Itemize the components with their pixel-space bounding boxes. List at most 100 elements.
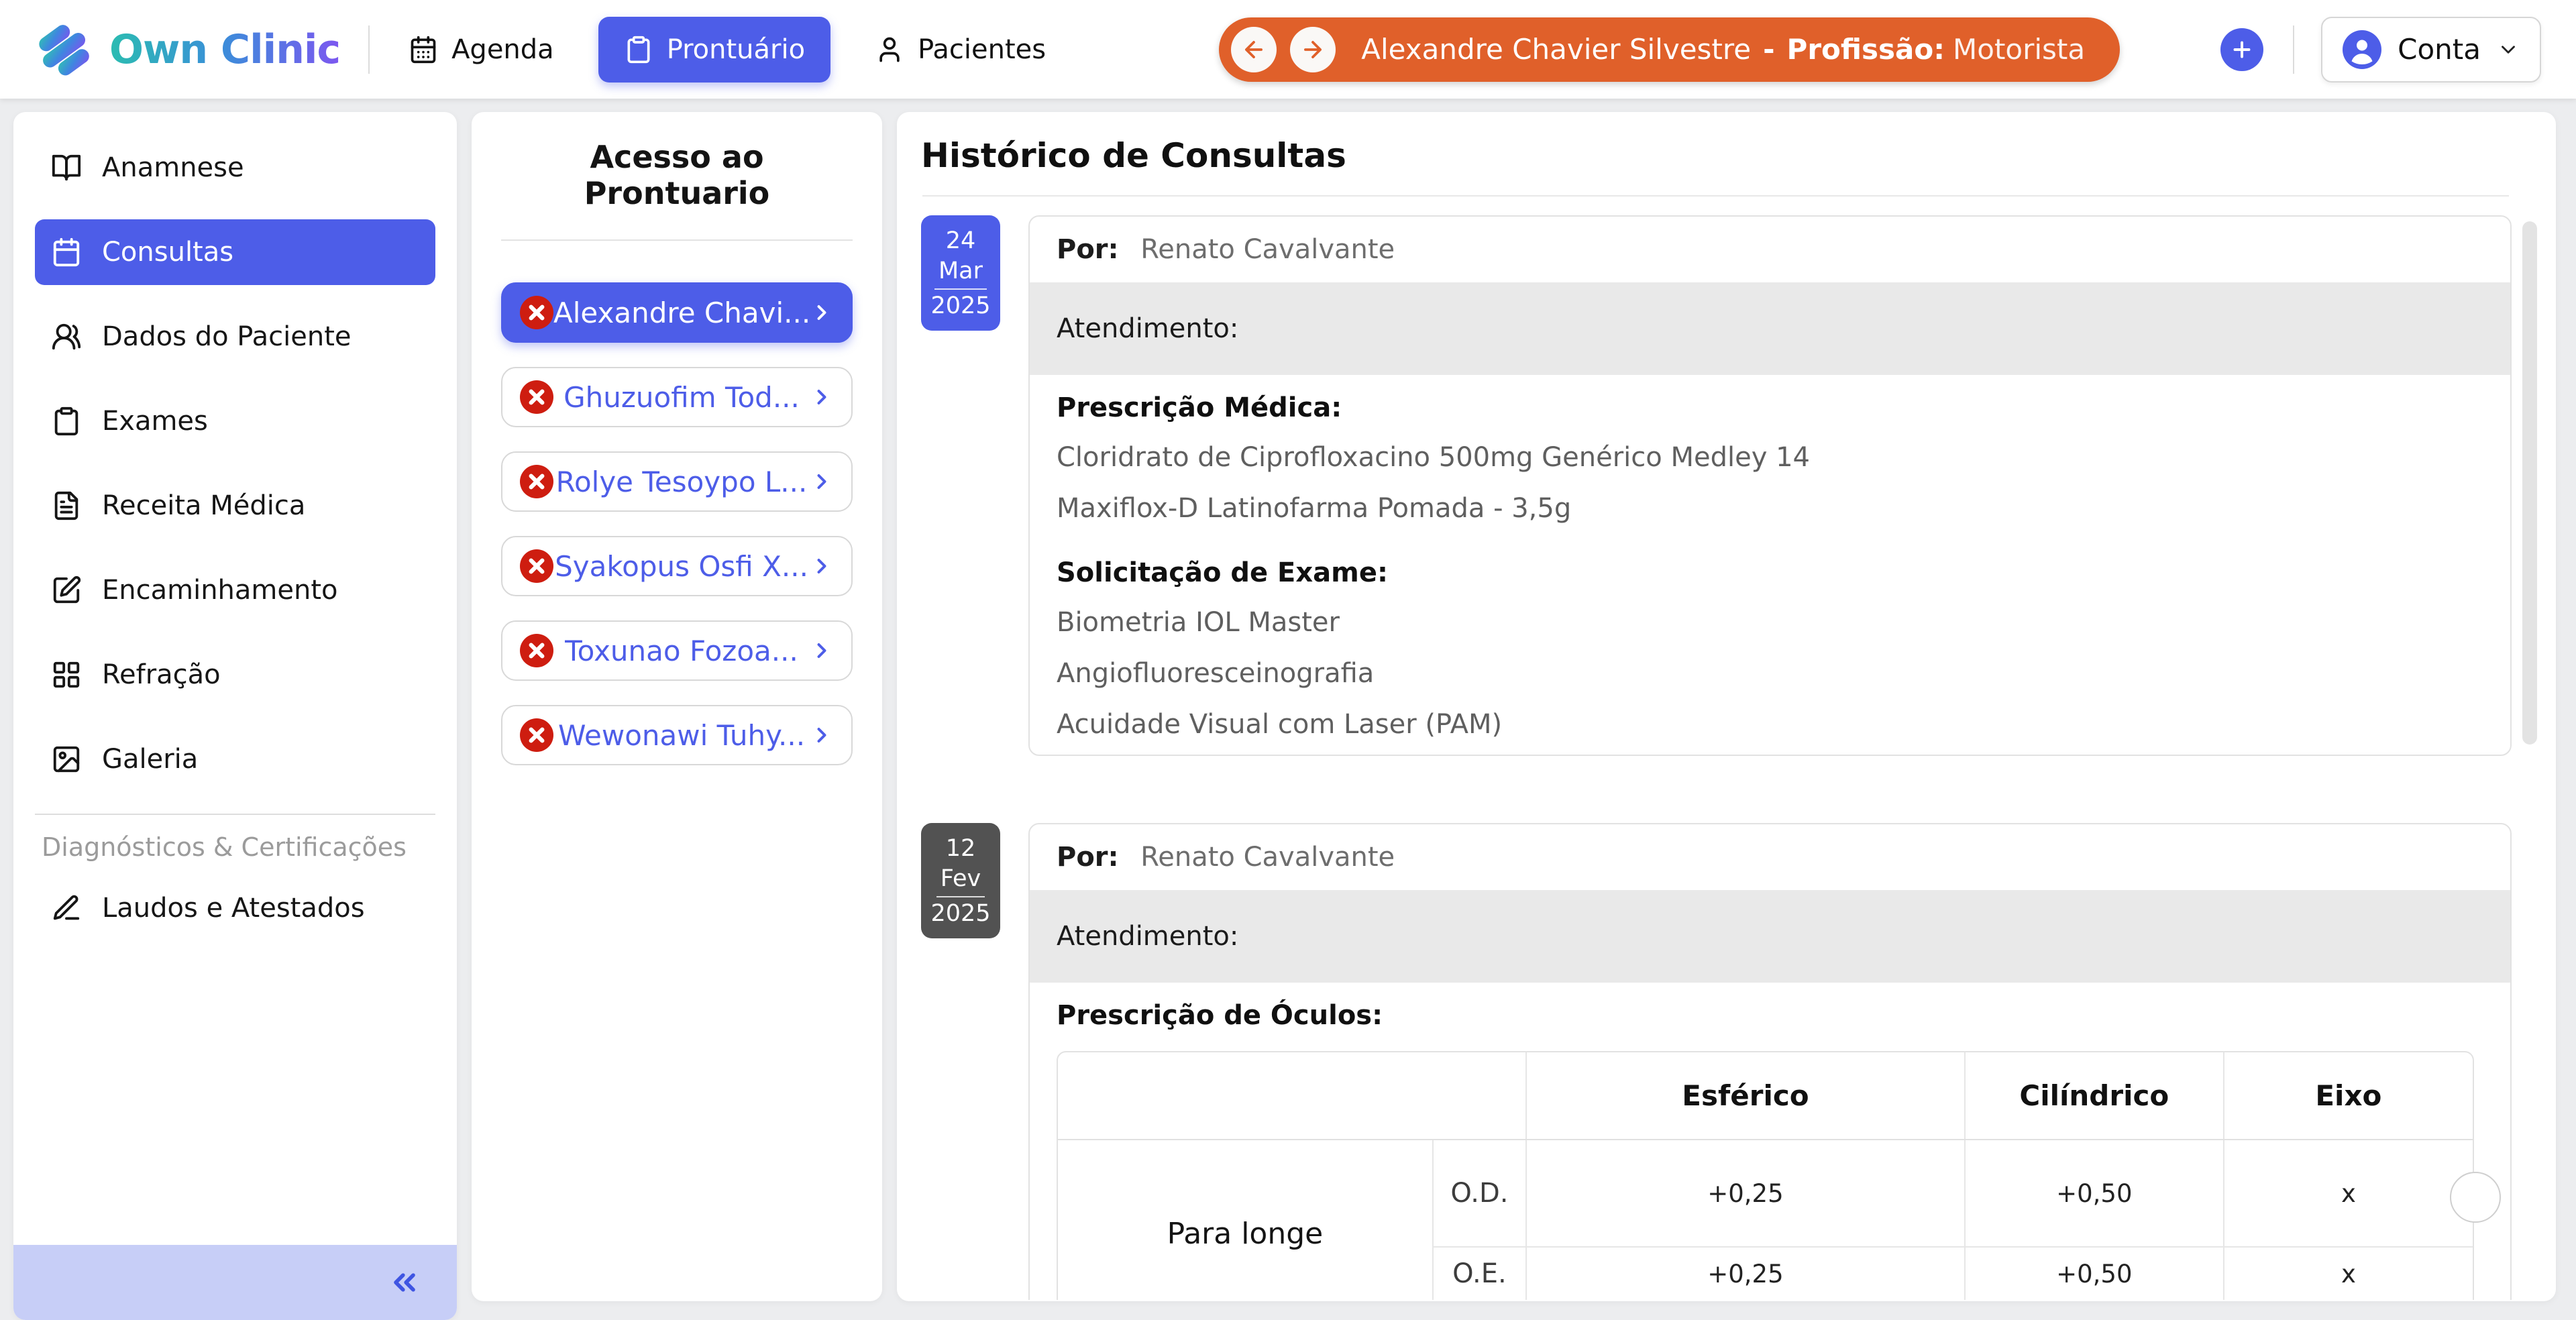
remove-patient-icon[interactable] (520, 296, 553, 329)
arrow-right-icon (1300, 37, 1326, 62)
by-label: Por: (1057, 234, 1119, 265)
nav-agenda[interactable]: Agenda (409, 34, 554, 65)
users-icon (51, 321, 82, 352)
chevron-right-icon (810, 300, 834, 325)
cylindrical-value: +0,50 (1964, 1246, 2224, 1300)
exam-item: Acuidade Visual com Laser (PAM) (1057, 709, 1503, 740)
date-day: 12 (945, 835, 976, 862)
remove-patient-icon[interactable] (520, 549, 553, 583)
nav-prontuario-label: Prontuário (666, 34, 806, 65)
consultation-body: Prescrição Médica: Cloridrato de Ciprofl… (1030, 392, 2510, 755)
chevrons-left-icon (387, 1265, 422, 1300)
sidebar-item-label: Galeria (102, 744, 199, 775)
sidebar-item-exames[interactable]: Exames (35, 388, 435, 454)
axis-value: x (2222, 1140, 2473, 1247)
calendar-icon (51, 237, 82, 268)
clipboard-icon (624, 35, 653, 64)
doctor-name: Renato Cavalvante (1140, 234, 1395, 265)
column-header: Eixo (2222, 1052, 2473, 1140)
section-title: Solicitação de Exame: (1057, 557, 1388, 588)
chevron-right-icon (810, 470, 834, 494)
nav-pacientes[interactable]: Pacientes (875, 34, 1046, 65)
consultation-card: Por: Renato Cavalvante Atendimento: Pres… (1028, 215, 2512, 756)
previous-patient-button[interactable] (1231, 26, 1277, 72)
consultation-entry: 12 Fev 2025 Por: Renato Cavalvante Atend… (921, 823, 2556, 1300)
date-day: 24 (945, 227, 976, 254)
main-nav: Agenda Prontuário Pacientes (409, 16, 1046, 82)
sidebar-item-label: Exames (102, 406, 208, 437)
sidebar-collapse-button[interactable] (13, 1245, 457, 1320)
exam-item: Angiofluoresceinografia (1057, 658, 1375, 689)
table-row: Para longe O.D. +0,25 +0,50 x (1058, 1140, 2473, 1251)
patient-pill[interactable]: Wewonawi Tuhy... (501, 705, 853, 765)
glasses-table-zone: Esférico Cilíndrico Eixo Para longe O.D.… (1057, 1051, 2501, 1300)
consultation-entry: 24 Mar 2025 Por: Renato Cavalvante Atend… (921, 215, 2556, 756)
patient-pill[interactable]: Toxunao Fozoa... (501, 620, 853, 681)
spherical-value: +0,25 (1525, 1140, 1965, 1247)
sidebar-item-galeria[interactable]: Galeria (35, 726, 435, 792)
calendar-days-icon (409, 35, 438, 64)
chevron-right-icon (810, 385, 834, 409)
divider (368, 25, 370, 74)
attendance-band: Atendimento: (1030, 890, 2510, 983)
sidebar-item-refracao[interactable]: Refração (35, 642, 435, 708)
column-header: Cilíndrico (1964, 1052, 2224, 1140)
date-year: 2025 (930, 900, 991, 928)
divider (922, 195, 2509, 197)
sidebar-item-anamnese[interactable]: Anamnese (35, 135, 435, 201)
chevron-right-icon (810, 639, 834, 663)
sidebar-item-encaminhamento[interactable]: Encaminhamento (35, 557, 435, 623)
patient-list: Alexandre Chavi... Ghuzuofim Tod... Ro (501, 258, 853, 765)
scrollbar-thumb[interactable] (2522, 221, 2537, 745)
remove-patient-icon[interactable] (520, 634, 553, 667)
patient-banner-text: Alexandre Chavier Silvestre - Profissão: Mo… (1361, 33, 2085, 66)
remove-patient-icon[interactable] (520, 718, 553, 752)
remove-patient-icon[interactable] (520, 465, 553, 498)
sidebar-item-laudos-e-atestados[interactable]: Laudos e Atestados (35, 875, 435, 941)
glasses-table: Esférico Cilíndrico Eixo Para longe O.D.… (1057, 1051, 2474, 1300)
account-label: Conta (2398, 33, 2481, 66)
access-panel-title: Acesso ao Prontuario (584, 139, 770, 211)
row-group-label: Para longe (1167, 1216, 1324, 1251)
sidebar-item-label: Anamnese (102, 152, 244, 183)
sidebar-item-label: Receita Médica (102, 490, 306, 521)
page-title: Histórico de Consultas (921, 136, 1346, 175)
patient-pill[interactable]: Ghuzuofim Tod... (501, 367, 853, 427)
sidebar-item-label: Consultas (102, 237, 234, 268)
sidebar-item-receita-medica[interactable]: Receita Médica (35, 473, 435, 539)
clipped-circle-control (2450, 1172, 2501, 1223)
patient-pill[interactable]: Rolye Tesoypo L... (501, 451, 853, 512)
sidebar-item-consultas[interactable]: Consultas (35, 219, 435, 285)
table-row: O.E. +0,25 +0,50 x (1058, 1246, 2473, 1300)
profession-value: Motorista (1953, 33, 2086, 66)
next-patient-button[interactable] (1290, 26, 1336, 72)
book-open-icon (51, 152, 82, 183)
plus-icon (2230, 38, 2254, 62)
image-icon (51, 744, 82, 775)
consultation-body: Prescrição de Óculos: Esférico (1030, 1000, 2510, 1300)
consultation-history-panel: Histórico de Consultas 24 Mar 2025 Por: … (897, 112, 2556, 1301)
patient-pill[interactable]: Alexandre Chavi... (501, 282, 853, 343)
patient-pill-name: Ghuzuofim Tod... (564, 380, 800, 414)
account-button[interactable]: Conta (2321, 16, 2541, 82)
remove-patient-icon[interactable] (520, 380, 553, 414)
attendance-band: Atendimento: (1030, 282, 2510, 375)
access-panel: Acesso ao Prontuario Alexandre Chavi... … (472, 112, 882, 1301)
table-header-row: Esférico Cilíndrico Eixo (1058, 1052, 2473, 1140)
top-bar: Own Clinic Agenda Prontuário Pacientes (0, 0, 2576, 99)
section-title: Prescrição Médica: (1057, 392, 1342, 423)
consultation-list[interactable]: 24 Mar 2025 Por: Renato Cavalvante Atend… (921, 215, 2556, 1300)
record-sidebar: Anamnese Consultas Dados do Paciente Exa… (13, 112, 457, 1320)
sidebar-item-dados-do-paciente[interactable]: Dados do Paciente (35, 304, 435, 370)
patient-pill[interactable]: Syakopus Osfi X... (501, 536, 853, 596)
cylindrical-value: +0,50 (1964, 1140, 2224, 1247)
user-icon (875, 35, 904, 64)
consultation-date-badge: 24 Mar 2025 (921, 215, 1000, 331)
eye-label: O.E. (1432, 1246, 1527, 1300)
add-button[interactable] (2220, 28, 2264, 71)
pen-square-icon (51, 575, 82, 606)
prescription-item: Maxiflox-D Latinofarma Pomada - 3,5g (1057, 493, 1572, 524)
nav-prontuario[interactable]: Prontuário (598, 16, 831, 82)
nav-pacientes-label: Pacientes (918, 34, 1046, 65)
logo-text: Own Clinic (109, 25, 341, 73)
